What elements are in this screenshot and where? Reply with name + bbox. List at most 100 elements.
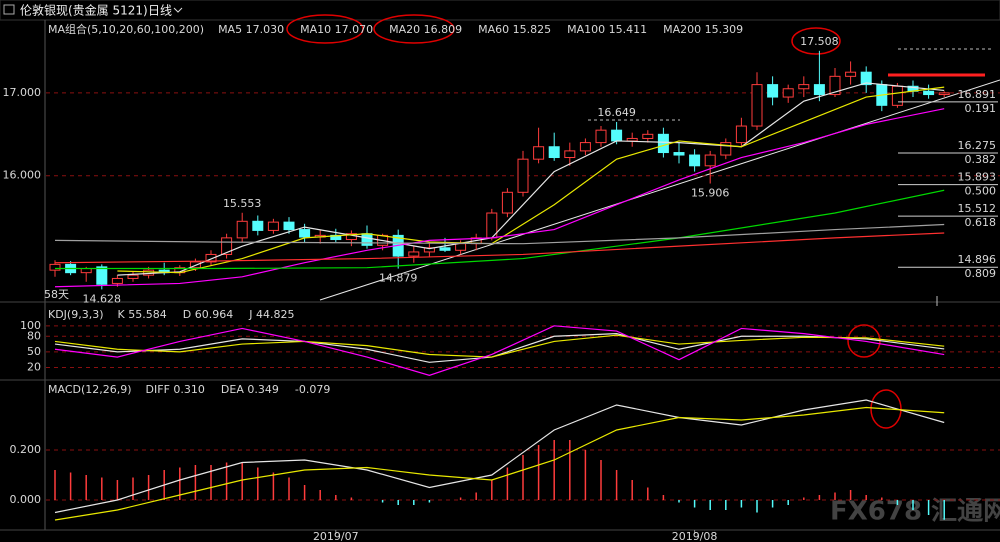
candle-body (673, 152, 685, 156)
legend-name: MA200 (663, 23, 701, 36)
price-annotation: 15.906 (691, 187, 730, 200)
candle-body (423, 247, 435, 253)
candle-body (595, 129, 607, 144)
y-tick-label: 100 (20, 319, 41, 332)
candle-body (720, 142, 732, 156)
candle-body (205, 253, 217, 263)
legend-name: MA60 (478, 23, 509, 36)
header-bar (0, 0, 1000, 21)
x-tick-label: 2019/08 (672, 530, 718, 542)
y-tick-label: 50 (27, 345, 41, 358)
level-ratio: 0.809 (965, 267, 997, 280)
legend-name: MA5 (218, 23, 242, 36)
candle-body (891, 85, 903, 106)
legend-entry: MA20 16.809 (389, 23, 462, 36)
period-selector[interactable]: 日线 (148, 4, 172, 18)
candle-body (80, 268, 92, 274)
candle-body (829, 75, 841, 96)
candle-body (689, 154, 701, 167)
instrument-title[interactable]: 伦敦银现(贵金属 5121) (20, 3, 148, 18)
legend-value: 0.349 (247, 383, 279, 396)
price-annotation: 16.649 (597, 106, 636, 119)
candle-body (283, 221, 295, 231)
legend-value: 17.030 (246, 23, 285, 36)
candle-body (533, 146, 545, 160)
candle-body (501, 191, 513, 214)
legend-value: 60.964 (195, 308, 234, 321)
candle-body (439, 247, 451, 251)
panel-title: MA组合(5,10,20,60,100,200) (48, 22, 204, 36)
legend-name: MA100 (567, 23, 605, 36)
indicator-line (54, 406, 945, 521)
candle-body (798, 84, 810, 90)
highlight-ellipse (870, 389, 902, 429)
highlight-ellipse (791, 27, 841, 55)
candle-body (455, 243, 467, 251)
x-tick-label: 2019/07 (313, 530, 359, 542)
indicator-line (54, 325, 945, 376)
price-annotation: 17.508 (800, 35, 839, 48)
y-tick-label: 20 (27, 361, 41, 374)
legend-value: 15.825 (513, 23, 552, 36)
legend-value: 44.825 (256, 308, 295, 321)
candle-body (845, 71, 857, 77)
legend-entry: D 60.964 (183, 308, 233, 321)
level-ratio: 0.618 (965, 216, 997, 229)
level-value: 16.275 (958, 139, 997, 152)
level-ratio: 0.191 (965, 102, 997, 115)
legend-value: 16.809 (424, 23, 463, 36)
candle-body (267, 221, 279, 231)
indicator-line (54, 223, 945, 245)
candle-body (782, 88, 794, 98)
indicator-line (54, 399, 945, 514)
highlight-ellipse (286, 14, 364, 44)
level-ratio: 0.500 (965, 185, 997, 198)
highlight-ellipses (286, 14, 902, 429)
legend-entry: MA200 15.309 (663, 23, 743, 36)
period-arrow[interactable] (173, 7, 183, 13)
level-value: 14.896 (958, 253, 997, 266)
legend-name: J (248, 308, 252, 321)
candle-body (813, 84, 825, 96)
range-label: 58天 (44, 288, 69, 301)
indicator-line (54, 232, 945, 264)
level-value: 16.891 (958, 88, 997, 101)
candle-body (564, 150, 576, 159)
legend-entry: DIFF 0.310 (146, 383, 205, 396)
candle-body (735, 125, 747, 144)
candle-body (143, 269, 155, 276)
price-annotation: 14.879 (379, 272, 418, 285)
watermark: FX678 汇通网 (830, 497, 1000, 527)
indicator-line (54, 334, 945, 358)
legend-name: DIFF (146, 383, 170, 396)
indicator-line (54, 108, 945, 288)
candle-body (221, 237, 233, 255)
candle-body (579, 142, 591, 152)
legend-name: MA20 (389, 23, 420, 36)
legend-name: DEA (221, 383, 244, 396)
indicator-line (117, 86, 945, 274)
candle-body (657, 133, 669, 154)
legend-entry: MA60 15.825 (478, 23, 551, 36)
candle-body (938, 92, 950, 96)
candle-body (642, 133, 654, 139)
candle-body (751, 84, 763, 127)
candle-body (236, 220, 248, 239)
legend-name: K (118, 308, 126, 321)
legend-entry: J 44.825 (248, 308, 294, 321)
candle-body (49, 263, 61, 271)
legend-value: 15.411 (609, 23, 648, 36)
candle-body (96, 266, 108, 285)
legend-value: 17.070 (335, 23, 374, 36)
panel-title: MACD(12,26,9) (48, 383, 132, 396)
candle-body (127, 274, 139, 279)
candle-body (252, 220, 264, 231)
price-annotation: 15.553 (223, 197, 262, 210)
legend-entry: -0.079 (295, 383, 330, 396)
level-value: 15.512 (958, 202, 997, 215)
legend-value: 15.309 (705, 23, 744, 36)
candle-body (923, 90, 935, 96)
candle-body (517, 158, 529, 193)
y-tick-label: 17.000 (3, 86, 42, 99)
